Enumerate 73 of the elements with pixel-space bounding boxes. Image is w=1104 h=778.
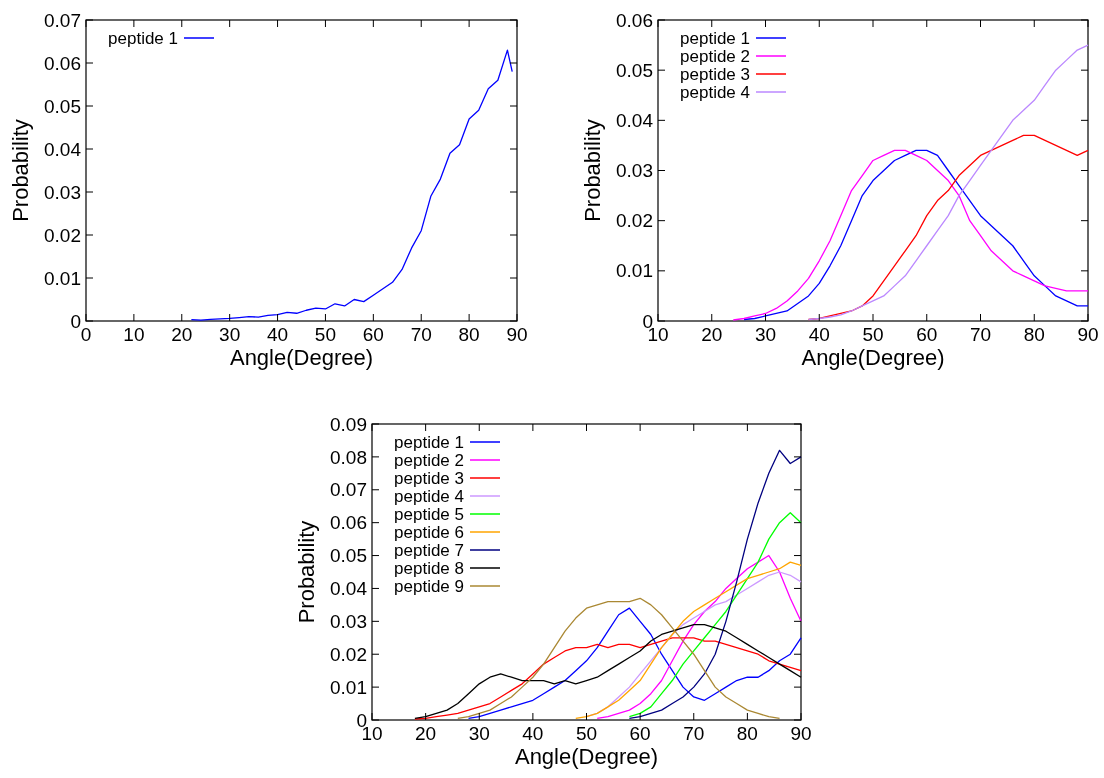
line-series: [628, 512, 802, 718]
x-tick-label: 50: [314, 324, 337, 345]
legend-label: peptide 4: [394, 486, 464, 506]
x-tick-label: 70: [683, 723, 705, 744]
legend-label: peptide 4: [680, 82, 750, 102]
x-tick-label: 30: [219, 324, 241, 345]
line-series: [628, 449, 802, 720]
y-axis-title: Probability: [580, 119, 605, 222]
legend-label: peptide 6: [394, 522, 464, 542]
x-axis-title: Angle(Degree): [229, 345, 374, 370]
y-tick-label: 0.07: [330, 479, 367, 501]
legend-label: peptide 7: [394, 540, 464, 560]
legend-label: peptide 3: [680, 64, 750, 84]
x-tick-label: 80: [736, 723, 758, 744]
line-series: [457, 597, 781, 720]
legend-label: peptide 1: [680, 28, 750, 48]
y-tick-label: 0.09: [330, 413, 367, 435]
x-tick-label: 50: [575, 723, 598, 744]
y-tick-label: 0.06: [616, 9, 653, 31]
y-tick-label: 0.04: [330, 578, 368, 600]
x-axis-title: Angle(Degree): [801, 345, 945, 370]
x-tick-label: 10: [123, 324, 145, 345]
legend-label: peptide 9: [394, 576, 464, 596]
y-tick-label: 0.01: [44, 267, 81, 289]
y-tick-label: 0.06: [330, 512, 367, 534]
y-tick-label: 0.01: [616, 260, 653, 282]
line-series: [190, 49, 513, 321]
x-tick-label: 40: [266, 324, 289, 345]
x-tick-label: 90: [790, 723, 812, 744]
x-tick-label: 50: [862, 324, 884, 345]
y-tick-label: 0.04: [44, 138, 82, 160]
y-tick-label: 0.03: [616, 160, 653, 182]
y-tick-label: 0.03: [44, 181, 81, 203]
x-tick-label: 40: [522, 723, 544, 744]
y-tick-label: 0.08: [330, 446, 367, 468]
x-tick-label: 20: [701, 324, 723, 345]
y-tick-label: 0.05: [616, 59, 653, 81]
y-axis-title: Probability: [294, 520, 319, 624]
x-tick-label: 30: [468, 723, 490, 744]
x-tick-label: 80: [1023, 324, 1045, 345]
legend-label: peptide 1: [108, 28, 178, 48]
y-tick-label: 0.02: [44, 224, 81, 246]
x-tick-label: 90: [506, 324, 528, 345]
y-tick-label: 0.06: [44, 52, 81, 74]
legend-label: peptide 3: [394, 468, 464, 488]
y-tick-label: 0.03: [330, 610, 367, 632]
legend-label: peptide 8: [394, 558, 464, 578]
x-tick-label: 80: [458, 324, 480, 345]
legend-label: peptide 2: [680, 46, 750, 66]
legend-label: peptide 2: [394, 450, 464, 470]
y-tick-label: 0.04: [616, 109, 654, 131]
y-tick-label: 0.02: [330, 643, 367, 665]
x-tick-label: 70: [969, 324, 992, 345]
line-series: [807, 44, 1089, 321]
x-tick-label: 60: [362, 324, 384, 345]
line-series: [467, 607, 802, 720]
x-tick-label: 40: [808, 324, 830, 345]
x-tick-label: 60: [629, 723, 651, 744]
x-tick-label: 20: [415, 723, 437, 744]
y-axis-title: Probability: [8, 119, 33, 222]
y-tick-label: 0.05: [44, 95, 81, 117]
x-tick-label: 90: [1077, 324, 1099, 345]
x-axis-title: Angle(Degree): [514, 744, 659, 769]
x-tick-label: 70: [410, 324, 432, 345]
y-tick-label: 0.05: [330, 545, 367, 567]
x-tick-label: 30: [754, 324, 777, 345]
x-tick-label: 60: [916, 324, 938, 345]
x-tick-label: 20: [171, 324, 193, 345]
y-tick-label: 0.02: [616, 210, 653, 232]
legend-label: peptide 1: [394, 432, 464, 452]
y-tick-label: 0.01: [330, 676, 367, 698]
y-tick-label: 0.07: [44, 9, 81, 31]
legend-label: peptide 5: [394, 504, 464, 524]
